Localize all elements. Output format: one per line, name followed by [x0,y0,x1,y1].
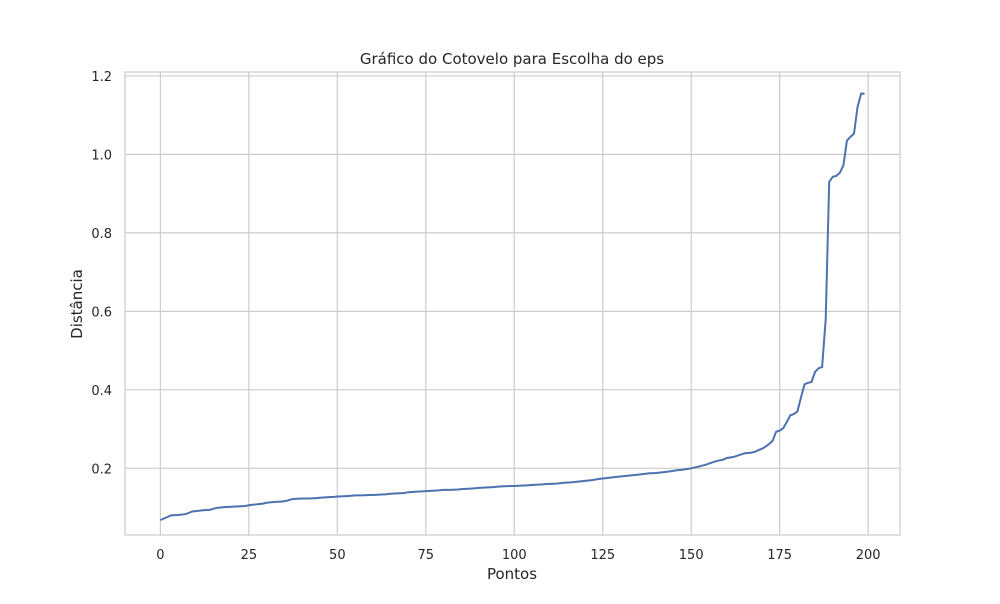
y-tick-label: 0.4 [91,384,112,399]
y-tick-label: 1.0 [91,148,112,163]
x-tick-label: 125 [590,548,615,563]
x-tick-label: 0 [156,548,164,563]
x-tick-label: 100 [502,548,527,563]
y-tick-label: 0.8 [91,227,112,242]
x-tick-label: 50 [329,548,346,563]
x-tick-label: 200 [856,548,881,563]
x-tick-label: 150 [679,548,704,563]
x-axis-label: Pontos [487,565,537,583]
x-tick-label: 175 [767,548,792,563]
x-tick-labels: 0 25 50 75 100 125 150 175 200 [156,548,880,563]
distance-series-line [159,92,865,522]
chart-title: Gráfico do Cotovelo para Escolha do eps [360,50,664,68]
x-tick-label: 75 [418,548,435,563]
x-gridlines [159,72,869,535]
y-axis-label: Distância [68,269,86,339]
y-tick-labels: 0.2 0.4 0.6 0.8 1.0 1.2 [91,70,112,477]
y-tick-label: 1.2 [91,70,112,85]
plot-background [124,71,901,536]
x-tick-label: 25 [241,548,258,563]
y-tick-label: 0.6 [91,305,112,320]
y-gridlines [125,75,900,469]
y-tick-label: 0.2 [91,462,112,477]
